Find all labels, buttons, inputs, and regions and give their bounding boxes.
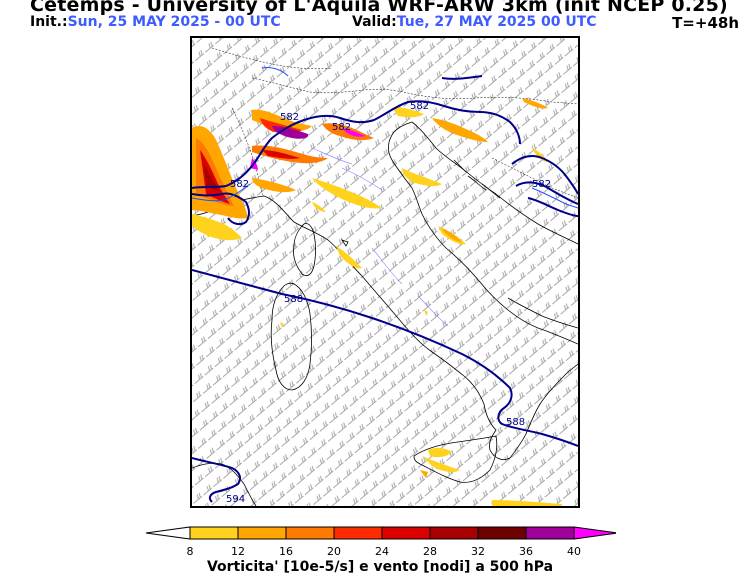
colorbar-tick-label: 24 (375, 545, 389, 558)
colorbar-tick-label: 36 (519, 545, 533, 558)
contour-label-588-a: 588 (284, 294, 303, 305)
contour-label-582-a: 582 (280, 112, 299, 123)
valid-value: Tue, 27 MAY 2025 00 UTC (396, 14, 597, 30)
colorbar-over-triangle (573, 526, 616, 540)
valid-label: Valid: (352, 14, 397, 30)
colorbar-ticks: 8 12 16 20 24 28 32 36 40 (187, 545, 582, 558)
height-contours-thin (192, 67, 578, 209)
colorbar: 8 12 16 20 24 28 32 36 40 (145, 526, 616, 558)
forecast-hour: T=+48h (672, 14, 739, 32)
contour-label-582-e: 582 (532, 179, 551, 190)
init-value: Sun, 25 MAY 2025 - 00 UTC (67, 14, 281, 30)
colorbar-segment (477, 526, 527, 540)
colorbar-segment (189, 526, 239, 540)
chart-title: Cetemps - University of L'Aquila WRF-ARW… (30, 0, 728, 16)
colorbar-tick-label: 20 (327, 545, 341, 558)
colorbar-segment (429, 526, 479, 540)
vorticity-shading (192, 98, 562, 506)
colorbar-tick-label: 12 (231, 545, 245, 558)
colorbar-under-triangle (145, 526, 191, 540)
map-panel: 582 582 582 582 582 588 588 594 (190, 36, 580, 508)
valid-info: Valid:Tue, 27 MAY 2025 00 UTC (352, 14, 597, 30)
coastlines (192, 121, 578, 506)
colorbar-tick-label: 40 (567, 545, 581, 558)
vorticity-wind-map: 582 582 582 582 582 588 588 594 (192, 38, 578, 506)
colorbar-segment (333, 526, 383, 540)
regional-borders (311, 147, 449, 327)
contour-label-582-b: 582 (332, 122, 351, 133)
contour-label-588-b: 588 (506, 417, 525, 428)
colorbar-segment (285, 526, 335, 540)
contour-labels: 582 582 582 582 582 588 588 594 (226, 101, 551, 505)
colorbar-tick-label: 16 (279, 545, 293, 558)
init-label: Init.: (30, 14, 68, 30)
colorbar-segment (525, 526, 575, 540)
colorbar-segments (145, 526, 616, 540)
height-contours (192, 75, 578, 503)
colorbar-label: Vorticita' [10e-5/s] e vento [nodi] a 50… (206, 559, 554, 575)
colorbar-segment (381, 526, 431, 540)
colorbar-tick-label: 8 (187, 545, 194, 558)
colorbar-tick-label: 32 (471, 545, 485, 558)
contour-label-594: 594 (226, 494, 245, 505)
colorbar-segment (237, 526, 287, 540)
wind-barb-field (192, 38, 578, 506)
colorbar-tick-label: 28 (423, 545, 437, 558)
contour-label-582-d: 582 (230, 179, 249, 190)
contour-label-582-c: 582 (410, 101, 429, 112)
init-info: Init.:Sun, 25 MAY 2025 - 00 UTC (30, 14, 281, 30)
